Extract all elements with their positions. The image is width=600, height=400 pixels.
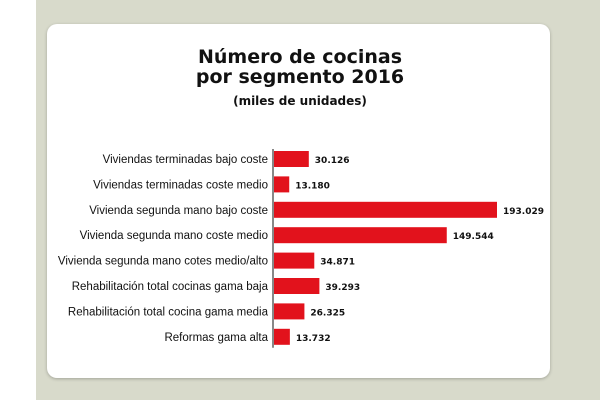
value-label: 149.544 — [453, 232, 494, 242]
bar — [274, 176, 290, 193]
bar — [274, 278, 320, 294]
value-label: 39.293 — [325, 283, 360, 293]
category-label: Reformas gama alta — [164, 332, 268, 344]
chart-title-line-2: por segmento 2016 — [195, 66, 405, 88]
chart-title: Número de cocinas por segmento 2016 — [0, 47, 600, 87]
bar — [274, 227, 447, 244]
bar — [274, 151, 309, 167]
category-label: Viviendas terminadas bajo coste — [103, 154, 268, 166]
category-label: Rehabilitación total cocinas gama baja — [72, 281, 269, 293]
value-label: 13.732 — [296, 334, 331, 344]
category-label: Vivienda segunda mano coste medio — [80, 230, 268, 242]
value-label: 26.325 — [310, 308, 345, 318]
category-label: Viviendas terminadas coste medio — [93, 179, 268, 191]
category-label: Rehabilitación total cocina gama media — [68, 306, 269, 318]
bar — [274, 328, 290, 345]
value-label: 193.029 — [503, 207, 544, 217]
value-label: 30.126 — [315, 156, 350, 166]
bar — [274, 252, 315, 269]
category-label: Vivienda segunda mano cotes medio/alto — [58, 256, 268, 268]
chart-subtitle: (miles de unidades) — [233, 94, 367, 108]
bar — [274, 303, 305, 320]
bar — [274, 201, 497, 218]
category-label: Vivienda segunda mano bajo coste — [89, 205, 268, 217]
value-label: 34.871 — [320, 258, 355, 268]
value-label: 13.180 — [295, 181, 330, 191]
chart-title-line-1: Número de cocinas — [198, 46, 402, 68]
